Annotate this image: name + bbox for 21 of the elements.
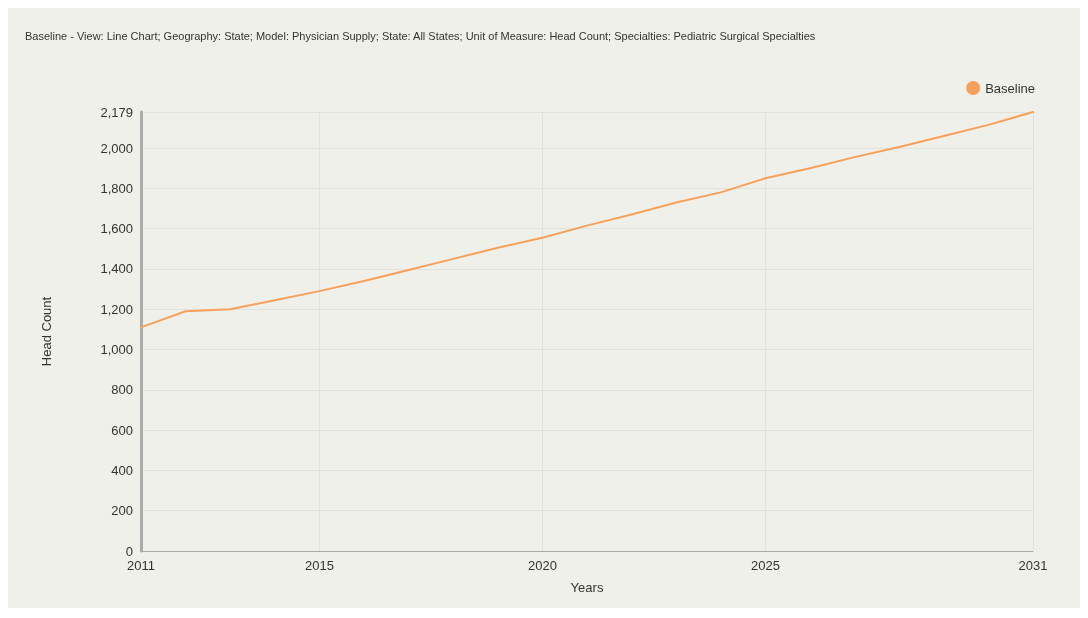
y-tick-label: 2,000 xyxy=(100,140,133,156)
y-tick-label: 1,200 xyxy=(100,301,133,317)
x-tick-label: 2015 xyxy=(304,558,334,573)
y-tick-label: 400 xyxy=(111,462,133,478)
y-tick-label: 1,400 xyxy=(100,261,133,277)
y-axis-title: Head Count xyxy=(39,296,54,367)
y-tick-label: 600 xyxy=(111,422,133,438)
x-tick-label: 2031 xyxy=(1018,558,1048,573)
y-tick-label: 200 xyxy=(111,503,133,519)
chart-title: Baseline - View: Line Chart; Geography: State; Model: Physician Supply; State: All States; Unit of Measure: Head Count; Specialties: Pediatric Surgical Specialties xyxy=(25,30,816,42)
y-tick-label: 1,000 xyxy=(100,342,133,358)
y-tick-label: 1,600 xyxy=(100,221,133,237)
y-tick-label: 2,179 xyxy=(100,104,133,120)
x-tick-label: 2011 xyxy=(127,558,155,573)
x-tick-label: 2025 xyxy=(750,558,780,573)
y-tick-label: 1,800 xyxy=(100,180,133,196)
y-tick-label: 0 xyxy=(125,543,133,559)
legend-label: Baseline xyxy=(985,80,1036,96)
x-tick-label: 2020 xyxy=(527,558,557,573)
y-tick-label: 800 xyxy=(111,382,133,398)
x-axis-title: Years xyxy=(570,580,604,595)
